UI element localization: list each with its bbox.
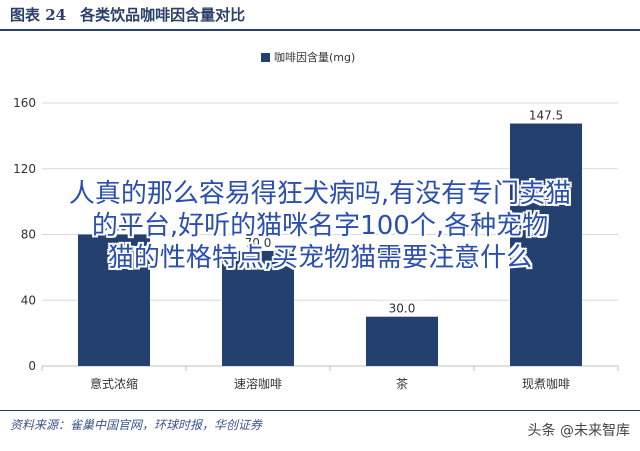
x-tick-label: 茶 — [396, 376, 408, 391]
value-label-box — [95, 218, 133, 234]
bar — [510, 123, 582, 366]
x-tick-label: 现煮咖啡 — [522, 376, 570, 391]
bar — [366, 316, 438, 366]
bar-chart: 咖啡因含量(mg) 0 40 80 120 160 80.0 意式浓缩 70.0 速溶咖啡 30.0… — [13, 50, 619, 391]
value-label-box — [383, 300, 421, 316]
footer-rule — [0, 410, 640, 411]
value-label-box — [523, 107, 569, 123]
value-label: 70.0 — [245, 236, 272, 250]
y-tick-label: 120 — [13, 162, 36, 176]
figure-number: 图表 24 — [10, 5, 67, 24]
y-tick-label: 40 — [21, 293, 36, 307]
y-tick-label: 160 — [13, 96, 36, 110]
source-note: 资料来源：雀巢中国官网，环球时报，华创证券 — [10, 418, 263, 432]
brand-watermark: 头条 @未来智库 — [527, 423, 630, 439]
header-rule — [0, 29, 640, 31]
value-label: 147.5 — [529, 109, 563, 123]
value-label: 80.0 — [101, 220, 128, 234]
bar — [78, 234, 150, 366]
y-tick-label: 80 — [21, 228, 36, 242]
legend-swatch — [261, 53, 270, 62]
value-label: 30.0 — [389, 302, 416, 316]
x-tick-label: 意式浓缩 — [90, 376, 138, 391]
y-tick-label: 0 — [28, 359, 36, 373]
figure-title: 各类饮品咖啡因含量对比 — [80, 5, 246, 24]
bar — [222, 250, 294, 366]
value-label-box — [239, 234, 277, 250]
legend-label: 咖啡因含量(mg) — [274, 50, 355, 64]
x-tick-label: 速溶咖啡 — [234, 376, 282, 391]
figure-header: 图表 24 各类饮品咖啡因含量对比 — [10, 2, 245, 26]
